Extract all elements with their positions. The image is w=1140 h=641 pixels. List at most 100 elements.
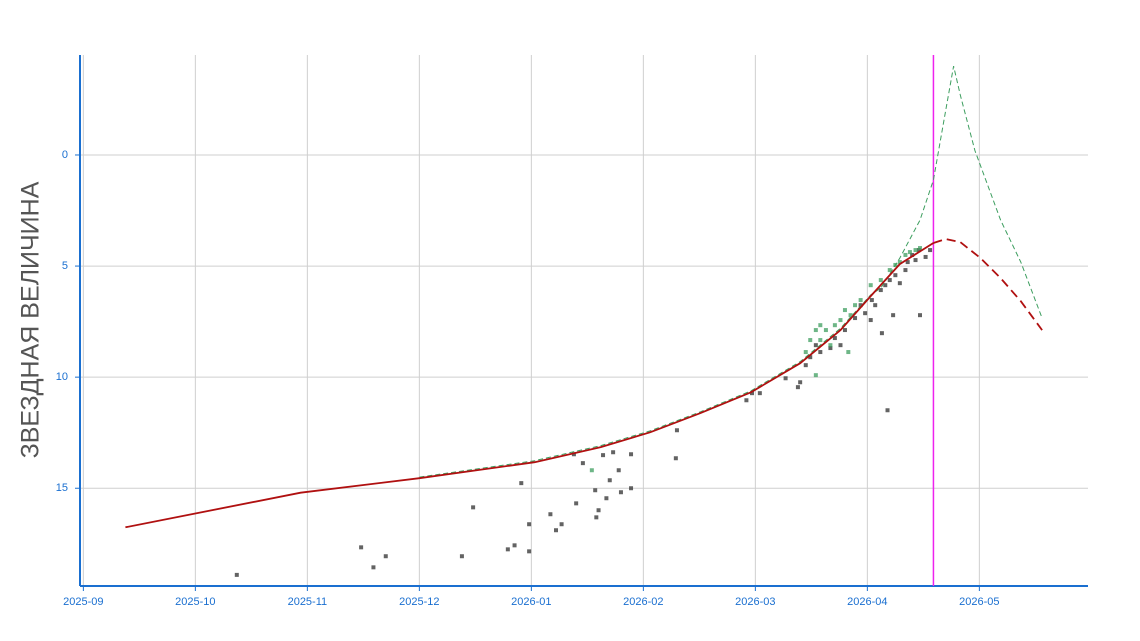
x-tick-label: 2026-02 [623, 596, 663, 608]
point [571, 452, 576, 457]
point [863, 311, 868, 316]
point [905, 260, 910, 265]
point [818, 338, 823, 343]
point [574, 501, 579, 506]
point [891, 313, 896, 318]
point [580, 461, 585, 466]
point [868, 318, 873, 323]
point [471, 505, 476, 510]
point [838, 318, 843, 323]
point [853, 303, 858, 308]
curve [419, 65, 1043, 478]
point [818, 350, 823, 355]
point [383, 554, 388, 559]
point [879, 331, 884, 336]
point [505, 547, 510, 552]
point [750, 391, 754, 396]
point [808, 355, 813, 360]
point [589, 468, 594, 473]
point [594, 515, 599, 520]
point [910, 252, 915, 257]
point [887, 278, 892, 283]
point [832, 336, 837, 341]
point [928, 248, 933, 253]
point [512, 543, 517, 548]
point [848, 313, 853, 318]
point [559, 522, 564, 527]
point [371, 565, 376, 570]
curve [933, 238, 1043, 331]
point [554, 528, 558, 533]
x-tick-label: 2026-03 [735, 596, 775, 608]
point [596, 508, 601, 513]
point [813, 343, 818, 348]
y-axis-label: ЗВЕЗДНАЯ ВЕЛИЧИНА [17, 181, 45, 458]
point [858, 298, 863, 303]
curve [125, 242, 934, 529]
point [803, 363, 808, 368]
point [808, 338, 813, 343]
point [883, 283, 888, 288]
point [897, 281, 902, 286]
point [853, 316, 858, 321]
y-tick-label: 10 [56, 371, 68, 383]
point [607, 478, 612, 483]
point [913, 258, 918, 263]
point [629, 486, 634, 491]
point [918, 246, 922, 251]
point [813, 373, 818, 378]
point [828, 343, 833, 348]
point [234, 572, 239, 577]
x-tick-label: 2025-09 [63, 596, 103, 608]
point [359, 545, 364, 550]
point [757, 391, 762, 396]
point [593, 488, 598, 493]
point [897, 260, 902, 265]
point [629, 452, 634, 457]
x-tick-label: 2026-04 [847, 596, 887, 608]
point [913, 248, 918, 253]
point [907, 250, 912, 255]
point [818, 323, 823, 328]
y-tick-label: 15 [56, 482, 68, 494]
point [783, 376, 788, 381]
point [604, 496, 609, 501]
point [674, 428, 679, 433]
point [858, 303, 863, 308]
point [548, 512, 553, 517]
x-tick-label: 2026-05 [959, 596, 999, 608]
point [918, 313, 922, 318]
point [744, 398, 749, 403]
point [519, 481, 524, 486]
point [885, 408, 890, 413]
point [868, 283, 873, 288]
point [803, 350, 808, 355]
point [903, 252, 908, 257]
point [842, 308, 847, 313]
point [611, 450, 616, 455]
point [838, 343, 843, 348]
point [828, 346, 833, 351]
point [673, 456, 678, 461]
point [601, 453, 606, 458]
x-tick-label: 2026-01 [511, 596, 551, 608]
y-tick-label: 0 [62, 149, 68, 161]
point [893, 273, 898, 278]
point [873, 303, 878, 308]
point [618, 490, 623, 495]
point [798, 380, 803, 385]
point [878, 288, 883, 293]
point [823, 328, 828, 333]
point [903, 268, 908, 273]
point [527, 522, 532, 527]
point [887, 268, 892, 273]
point [616, 468, 621, 473]
point [813, 328, 818, 333]
point [923, 254, 928, 259]
x-tick-label: 2025-11 [288, 596, 328, 608]
x-tick-label: 2025-12 [399, 596, 439, 608]
point [869, 298, 874, 303]
point [832, 323, 837, 328]
point [842, 328, 847, 333]
